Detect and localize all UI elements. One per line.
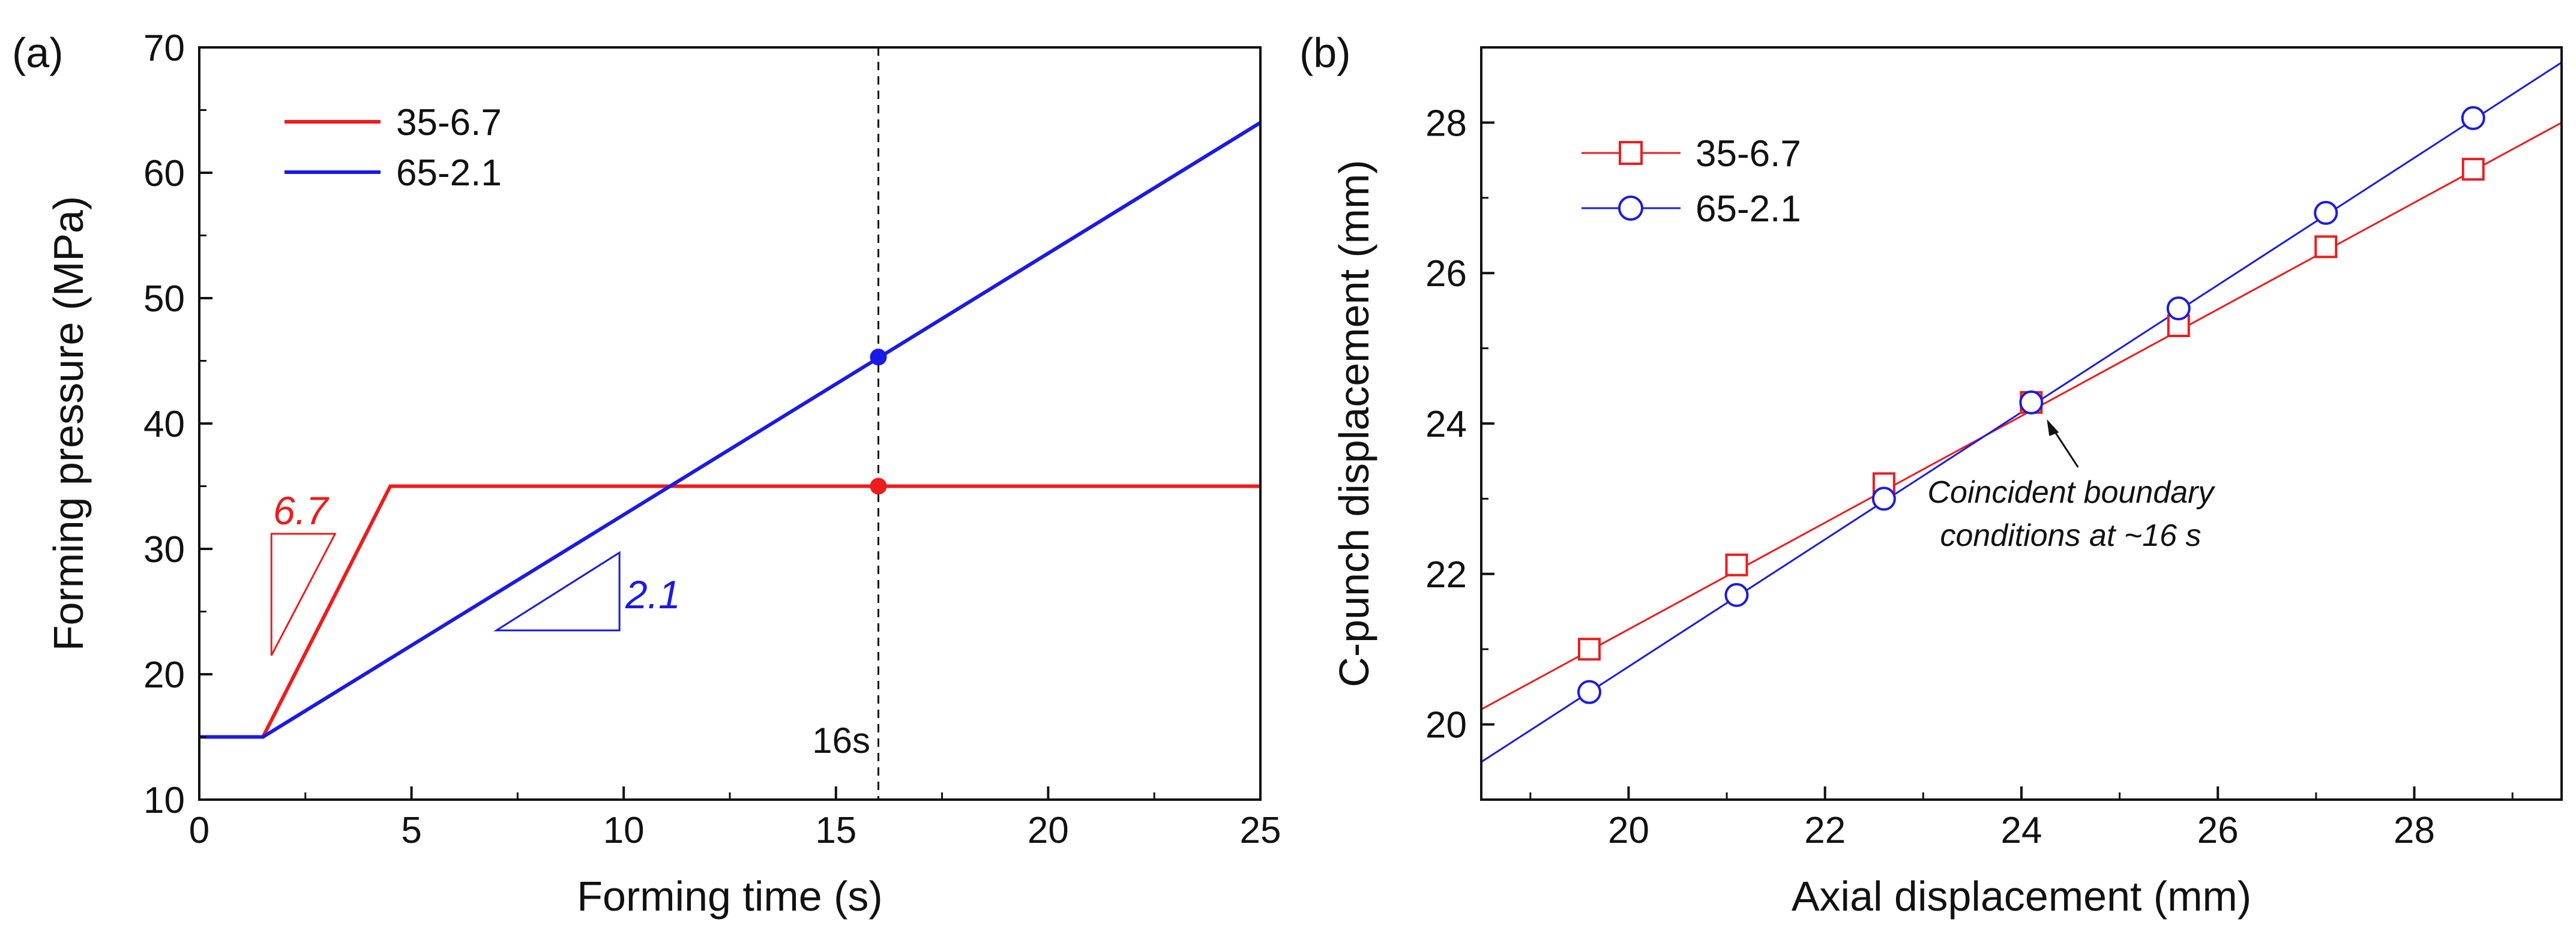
data-point-65-2.1 — [1871, 486, 1896, 511]
panel-a-label: (a) — [12, 29, 64, 76]
annotation-line-1: Coincident boundary — [1928, 475, 2216, 510]
y-tick-label: 28 — [1425, 103, 1467, 144]
x-tick-label: 28 — [2394, 810, 2435, 851]
data-point-65-2.1 — [2166, 296, 2191, 321]
x-tick-label: 0 — [189, 810, 209, 851]
x-tick-label: 20 — [1028, 810, 1069, 851]
panel-a-chart: (a) 0 5 10 15 20 25 10 20 30 40 50 60 70 Forming tim… — [12, 28, 1281, 920]
data-point-65-2.1 — [2461, 106, 2485, 130]
legend-label-35-6.7: 35-6.7 — [396, 102, 502, 143]
y-tick-label: 26 — [1425, 253, 1467, 295]
point-16s-35-6.7 — [870, 477, 887, 495]
y-tick-label: 20 — [1425, 705, 1467, 746]
legend-label-35-6.7: 35-6.7 — [1696, 133, 1801, 175]
x-tick-label: 22 — [1804, 810, 1846, 851]
panel-a-y-axis-title: Forming pressure (MPa) — [45, 196, 92, 651]
y-tick-label: 50 — [143, 278, 185, 320]
data-point-65-2.1 — [1577, 680, 1601, 704]
x-tick-label: 15 — [815, 810, 856, 851]
point-16s-65-2.1 — [870, 349, 887, 366]
annotation-arrow-head — [2047, 419, 2059, 436]
annotation-line-2: conditions at ~16 s — [1940, 518, 2201, 553]
x-tick-label: 25 — [1240, 810, 1281, 851]
legend-marker-square — [1619, 141, 1643, 165]
panel-b-label: (b) — [1299, 29, 1351, 76]
data-point-35-6.7 — [2314, 235, 2338, 259]
data-point-65-2.1 — [2019, 390, 2044, 415]
x-tick-label: 26 — [2197, 810, 2239, 851]
panel-b-x-axis-title: Axial displacement (mm) — [1792, 873, 2251, 920]
data-point-35-6.7 — [1725, 553, 1748, 576]
fit-line-35-6.7 — [1481, 122, 2562, 710]
panel-b-chart: (b) 20 22 24 26 28 20 22 24 26 28 Axial displacem… — [1299, 29, 2563, 920]
y-tick-label: 20 — [143, 654, 185, 696]
series-line-65-2.1 — [199, 121, 1262, 739]
data-point-65-2.1 — [2314, 200, 2338, 225]
x-tick-label: 24 — [2001, 810, 2042, 851]
y-tick-label: 24 — [1425, 404, 1467, 445]
data-point-35-6.7 — [1578, 638, 1601, 661]
slope-triangle-2.1 — [493, 551, 621, 632]
vline-label-16s: 16s — [812, 720, 870, 761]
y-tick-label: 60 — [143, 153, 185, 194]
data-point-35-6.7 — [2461, 158, 2485, 181]
y-tick-label: 40 — [143, 404, 185, 445]
y-tick-label: 30 — [143, 529, 185, 570]
panel-a-plot-frame — [198, 46, 1262, 801]
legend-label-65-2.1: 65-2.1 — [396, 152, 502, 194]
slope-triangle-6.7 — [270, 533, 337, 656]
panel-a-legend: 35-6.7 65-2.1 — [284, 102, 502, 194]
y-tick-label: 10 — [143, 780, 185, 821]
x-tick-label: 5 — [401, 810, 421, 851]
panel-a-x-axis-title: Forming time (s) — [577, 873, 882, 920]
data-point-65-2.1 — [1724, 582, 1749, 607]
y-tick-label: 22 — [1425, 554, 1467, 596]
y-tick-label: 70 — [143, 28, 185, 69]
x-tick-label: 20 — [1608, 810, 1649, 851]
x-tick-label: 10 — [603, 810, 645, 851]
coincident-annotation: Coincident boundary conditions at ~16 s — [1928, 419, 2216, 553]
slope-label-6.7: 6.7 — [273, 488, 330, 533]
legend-label-65-2.1: 65-2.1 — [1696, 188, 1801, 230]
legend-marker-circle — [1618, 196, 1643, 221]
panel-b-legend: 35-6.7 65-2.1 — [1581, 133, 1801, 230]
series-line-35-6.7 — [199, 484, 1260, 739]
panel-b-y-axis-title: C-punch displacement (mm) — [1331, 160, 1377, 687]
panel-b-plot-frame — [1480, 46, 2563, 801]
slope-label-2.1: 2.1 — [625, 572, 681, 617]
